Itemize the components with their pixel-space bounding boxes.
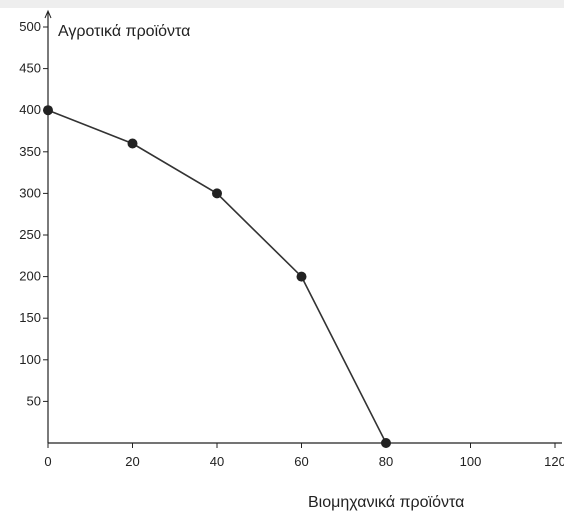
data-point bbox=[381, 438, 391, 448]
y-tick-label: 50 bbox=[27, 393, 41, 408]
data-point bbox=[212, 188, 222, 199]
x-tick-label: 20 bbox=[125, 454, 139, 469]
y-axis-arrow bbox=[44, 9, 52, 19]
series-layer bbox=[43, 105, 391, 448]
y-tick-label: 250 bbox=[19, 227, 41, 242]
y-ticks: 50 100 150 200 250 300 350 400 450 500 bbox=[19, 19, 48, 408]
y-tick-label: 100 bbox=[19, 352, 41, 367]
y-axis-title: Αγροτικά προϊόντα bbox=[58, 23, 190, 40]
x-axis-title: Βιομηχανικά προϊόντα bbox=[308, 494, 464, 511]
x-tick-label: 120 bbox=[544, 454, 564, 469]
data-point bbox=[43, 105, 53, 116]
axes bbox=[44, 9, 562, 444]
data-point bbox=[127, 138, 138, 149]
y-tick-label: 500 bbox=[19, 19, 41, 34]
x-tick-label: 80 bbox=[379, 454, 393, 469]
y-tick-label: 150 bbox=[19, 310, 41, 325]
y-tick-label: 400 bbox=[19, 102, 41, 117]
x-tick-label: 40 bbox=[210, 454, 224, 469]
x-ticks: 0 20 40 60 80 100 120 bbox=[44, 443, 564, 469]
y-tick-label: 200 bbox=[19, 269, 41, 284]
y-tick-label: 350 bbox=[19, 144, 41, 159]
x-tick-label: 100 bbox=[460, 454, 482, 469]
series-line bbox=[47, 109, 387, 444]
top-band bbox=[0, 0, 564, 8]
x-tick-label: 0 bbox=[44, 454, 51, 469]
y-tick-label: 450 bbox=[19, 61, 41, 76]
x-tick-label: 60 bbox=[294, 454, 308, 469]
data-point bbox=[296, 271, 307, 282]
y-tick-label: 300 bbox=[19, 185, 41, 200]
